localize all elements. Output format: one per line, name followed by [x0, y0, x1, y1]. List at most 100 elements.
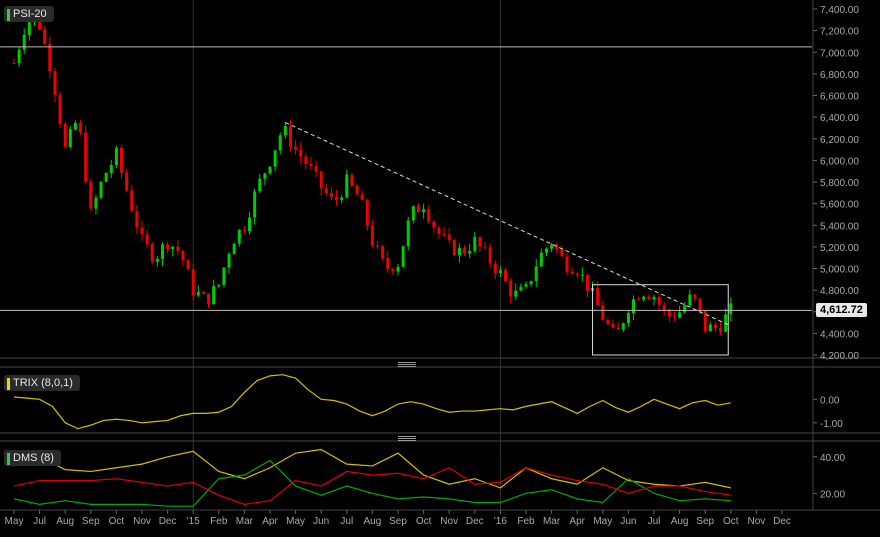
candle-body [585, 274, 589, 291]
x-tick-label: Aug [56, 516, 74, 527]
candle-body [43, 29, 47, 44]
x-tick-label: Feb [517, 516, 535, 527]
candle-body [288, 126, 292, 147]
x-tick-label: Oct [109, 516, 125, 527]
x-tick-label: Jun [313, 516, 329, 527]
candle-body [447, 234, 451, 241]
trix-line [13, 374, 731, 430]
candle-body [73, 122, 77, 130]
x-tick-label: Jul [33, 516, 46, 527]
candle-body [140, 227, 144, 235]
candle-body [452, 240, 456, 256]
candle-body [17, 49, 21, 64]
x-tick-label: Nov [440, 516, 458, 527]
candle-body [626, 313, 630, 324]
candle-body [79, 122, 83, 133]
x-tick-label: Feb [210, 516, 228, 527]
x-tick-label: Sep [696, 516, 714, 527]
x-tick-label: Apr [569, 516, 585, 527]
candle-body [360, 194, 364, 200]
candle-body [386, 258, 390, 269]
candle-body [273, 150, 277, 167]
y-tick-label: 6,600.00 [820, 92, 859, 103]
candle-body [258, 178, 262, 192]
candle-body [201, 292, 205, 294]
x-tick-label: Nov [748, 516, 766, 527]
candle-body [391, 268, 395, 272]
x-tick-label: Aug [364, 516, 382, 527]
x-tick-label: Nov [133, 516, 151, 527]
candle-body [713, 324, 717, 329]
x-tick-label: '16 [494, 516, 507, 527]
candle-body [488, 247, 492, 264]
candle-body [534, 266, 538, 282]
candle-body [381, 246, 385, 259]
candle-body [647, 296, 651, 300]
trix-panel-label[interactable]: TRIX (8,0,1) [4, 375, 80, 391]
candle-body [544, 248, 548, 253]
candle-body [181, 250, 185, 261]
x-tick-label: Oct [723, 516, 739, 527]
candle-body [550, 244, 554, 249]
candle-body [114, 148, 118, 165]
trix-label-text: TRIX (8,0,1) [13, 377, 73, 389]
candle-body [89, 181, 93, 209]
y-tick-label: 4,400.00 [820, 329, 859, 340]
candle-body [99, 181, 103, 198]
candle-body [539, 252, 543, 267]
candle-body [212, 286, 216, 305]
candle-body [698, 298, 702, 312]
candle-body [263, 173, 267, 179]
dms-panel-label[interactable]: DMS (8) [4, 450, 61, 466]
pane-splitter-handle[interactable] [398, 362, 416, 367]
candle-body [294, 146, 298, 150]
candle-body [304, 156, 308, 164]
candle-body [120, 148, 124, 173]
trix-plot [13, 374, 731, 430]
candle-body [63, 123, 67, 147]
x-tick-label: Mar [236, 516, 254, 527]
pane-splitter-handle[interactable] [398, 436, 416, 441]
dms-minus-di-line [13, 467, 731, 505]
candle-body [365, 199, 369, 226]
candle-body [560, 249, 564, 257]
x-tick-label: Oct [416, 516, 432, 527]
x-tick-label: Dec [773, 516, 791, 527]
candle-body [38, 20, 42, 30]
candle-body [478, 237, 482, 247]
y-tick-label: 5,000.00 [820, 265, 859, 276]
candle-body [345, 174, 349, 198]
y-tick-label: 4,200.00 [820, 351, 859, 362]
candle-body [529, 281, 533, 285]
candle-body [155, 258, 159, 262]
candle-body [411, 206, 415, 221]
candle-body [22, 34, 26, 50]
candle-body [125, 172, 129, 191]
candle-body [53, 70, 57, 95]
candle-body [555, 244, 559, 250]
dms-label-swatch [7, 453, 10, 465]
dms-label-text: DMS (8) [13, 452, 54, 464]
candles [12, 15, 733, 336]
candle-body [406, 220, 410, 247]
candle-body [150, 244, 154, 262]
candle-body [94, 197, 98, 209]
x-tick-label: May [593, 516, 612, 527]
candle-body [222, 267, 226, 285]
candle-body [514, 290, 518, 297]
x-tick-label: Dec [466, 516, 484, 527]
candle-body [616, 327, 620, 330]
candle-body [376, 245, 380, 247]
candle-body [340, 197, 344, 201]
dms-tick-label: 40.00 [820, 453, 845, 464]
candle-body [703, 311, 707, 332]
candle-body [524, 284, 528, 287]
x-tick-label: Jun [620, 516, 636, 527]
candle-body [145, 234, 149, 245]
main-panel-label[interactable]: PSI-20 [4, 6, 54, 22]
x-tick-label: May [286, 516, 305, 527]
candle-body [729, 303, 733, 315]
